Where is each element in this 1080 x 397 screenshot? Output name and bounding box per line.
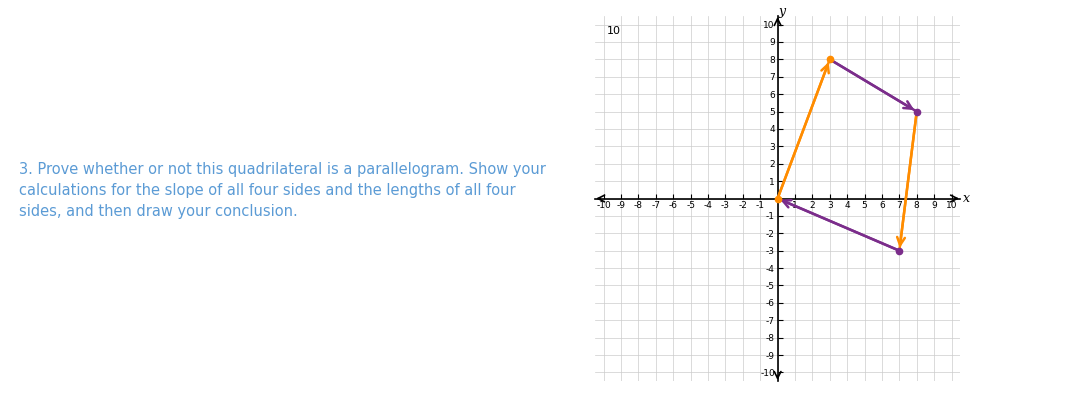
Text: x: x bbox=[962, 192, 970, 205]
Text: y: y bbox=[779, 5, 785, 18]
Text: 3. Prove whether or not this quadrilateral is a parallelogram. Show your
calcula: 3. Prove whether or not this quadrilater… bbox=[18, 162, 545, 219]
Text: 10: 10 bbox=[607, 26, 621, 36]
